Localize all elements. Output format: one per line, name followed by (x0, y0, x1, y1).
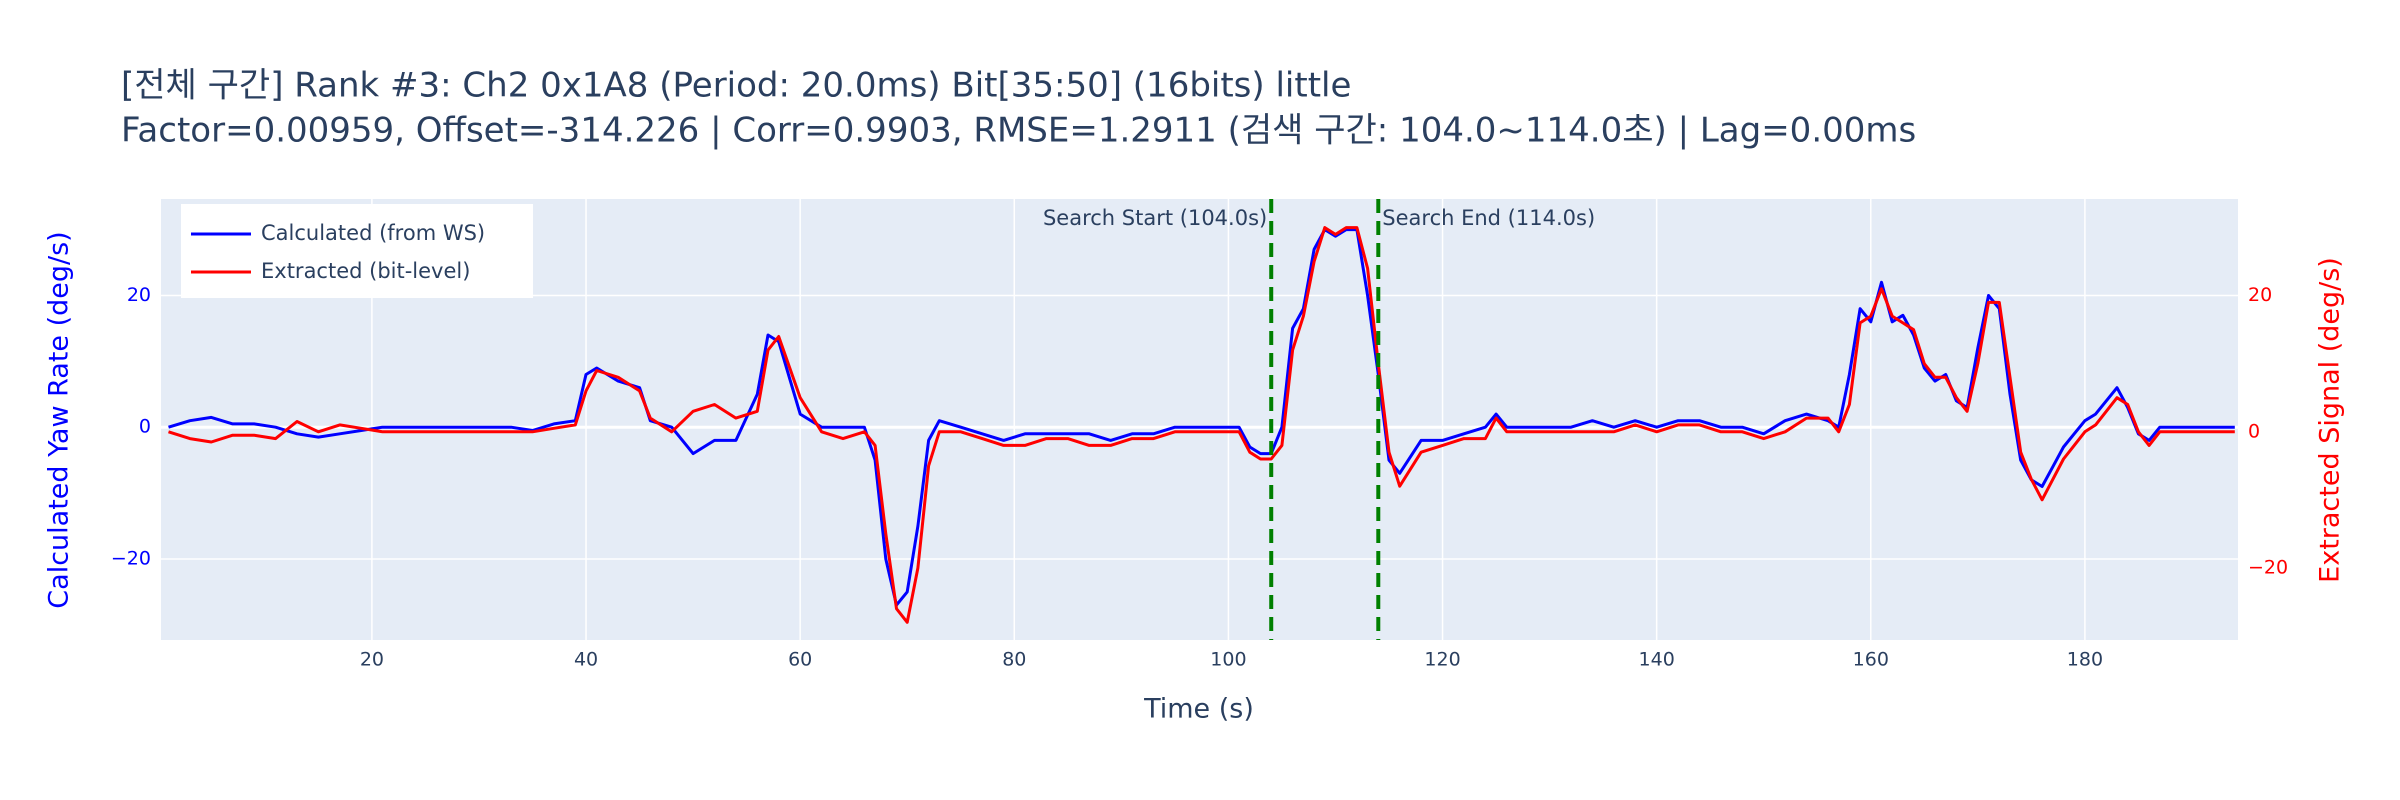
x-tick-label: 180 (2067, 649, 2103, 671)
x-axis-title: Time (s) (1143, 694, 1254, 725)
x-tick-label: 140 (1639, 649, 1675, 671)
legend-label: Extracted (bit-level) (261, 259, 470, 283)
x-tick-label: 80 (1002, 649, 1026, 671)
y-tick-label: 20 (127, 284, 151, 306)
x-tick-label: 60 (788, 649, 812, 671)
y2-tick-label: 0 (2248, 420, 2260, 442)
y2-tick-label: −20 (2248, 556, 2288, 578)
x-tick-label: 120 (1424, 649, 1460, 671)
y-axis-title: Calculated Yaw Rate (deg/s) (44, 231, 75, 608)
x-tick-label: 40 (574, 649, 598, 671)
y2-axis-title: Extracted Signal (deg/s) (2315, 257, 2346, 583)
y-tick-label: 0 (139, 416, 151, 438)
chart-subtitle: Factor=0.00959, Offset=-314.226 | Corr=0… (121, 111, 1916, 151)
x-tick-label: 20 (360, 649, 384, 671)
legend: Calculated (from WS) Extracted (bit-level… (181, 204, 533, 298)
chart-title: [전체 구간] Rank #3: Ch2 0x1A8 (Period: 20.0… (121, 66, 1351, 106)
legend-box (181, 204, 533, 298)
legend-label: Calculated (from WS) (261, 221, 485, 245)
annotation-label: Search End (114.0s) (1382, 206, 1595, 230)
x-tick-label: 100 (1210, 649, 1246, 671)
y-tick-label: −20 (111, 547, 151, 569)
y2-tick-label: 20 (2248, 284, 2272, 306)
data-line (168, 226, 2235, 624)
annotation-label: Search Start (104.0s) (1043, 206, 1267, 230)
x-tick-label: 160 (1853, 649, 1889, 671)
